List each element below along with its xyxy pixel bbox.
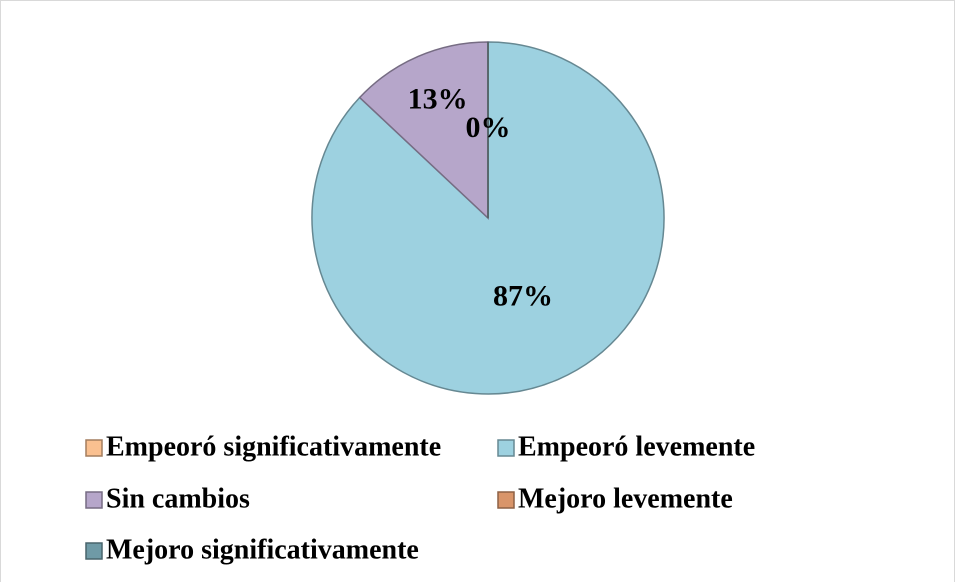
legend-label: Mejoro significativamente bbox=[106, 534, 419, 565]
legend-swatch bbox=[85, 542, 103, 560]
data-label: 87% bbox=[493, 280, 553, 313]
legend-swatch bbox=[497, 491, 515, 509]
legend-swatch bbox=[497, 439, 515, 457]
legend-label: Empeoró significativamente bbox=[106, 431, 441, 462]
legend-label: Mejoro levemente bbox=[518, 483, 733, 514]
legend-swatch bbox=[85, 491, 103, 509]
legend-swatch bbox=[85, 439, 103, 457]
legend-label: Empeoró levemente bbox=[518, 431, 755, 462]
data-label: 0% bbox=[466, 111, 511, 144]
pie-slice bbox=[311, 41, 665, 395]
data-label: 13% bbox=[408, 83, 468, 116]
legend-label: Sin cambios bbox=[106, 483, 250, 514]
pie-slice bbox=[358, 41, 489, 220]
